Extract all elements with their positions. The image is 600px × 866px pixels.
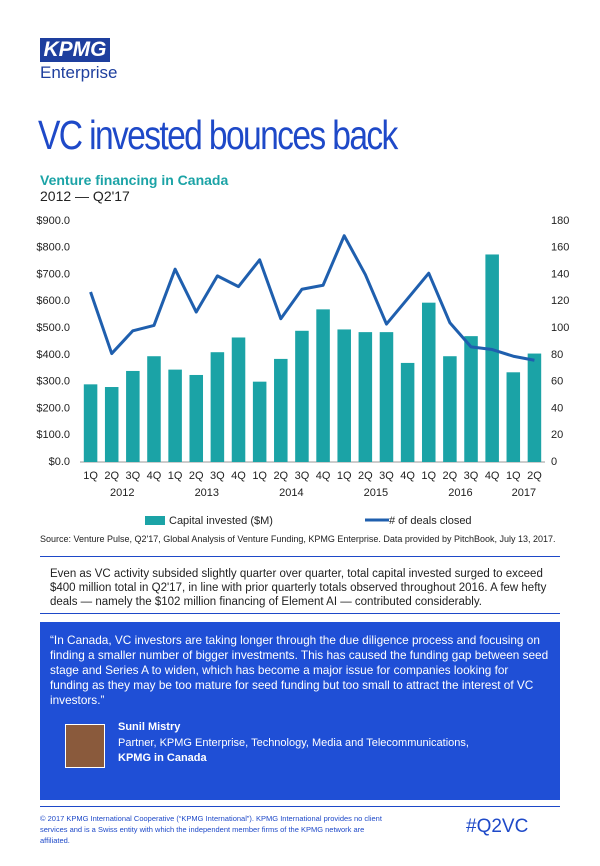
person-role: Partner, KPMG Enterprise, Technology, Me… (118, 737, 469, 749)
y2-tick-label: 180 (551, 215, 569, 227)
bar (379, 332, 394, 462)
x-tick-label: 1Q (252, 470, 267, 482)
bar (443, 356, 457, 462)
bar (316, 309, 330, 462)
divider (40, 613, 560, 614)
y-tick-label: $800.0 (36, 242, 70, 254)
y-tick-label: $600.0 (36, 295, 70, 307)
y-tick-label: $500.0 (36, 322, 70, 334)
y2-tick-label: 0 (551, 456, 557, 468)
y-tick-label: $300.0 (36, 376, 70, 388)
bar (421, 302, 436, 462)
y-tick-label: $100.0 (36, 429, 70, 441)
portrait (65, 724, 105, 768)
divider (40, 806, 560, 807)
x-tick-label: 2Q (527, 470, 542, 482)
y-tick-label: $200.0 (36, 402, 70, 414)
bar (295, 330, 309, 462)
x-tick-label: 3Q (464, 470, 479, 482)
year-label: 2016 (448, 487, 472, 499)
bar (189, 374, 204, 462)
year-label: 2017 (512, 487, 536, 499)
legend-label: # of deals closed (389, 515, 472, 527)
line (89, 234, 535, 362)
bar (485, 254, 499, 462)
x-tick-label: 1Q (168, 470, 183, 482)
legal: © 2017 KPMG International Cooperative (“… (40, 814, 382, 845)
quote-text: “In Canada, VC investors are taking long… (50, 633, 549, 707)
logo: KPMG (40, 38, 110, 62)
bar (126, 370, 140, 462)
x-tick-label: 4Q (231, 470, 246, 482)
x-tick-label: 4Q (316, 470, 331, 482)
x-tick-label: 3Q (125, 470, 140, 482)
x-tick-label: 4Q (147, 470, 162, 482)
x-tick-label: 3Q (295, 470, 310, 482)
bar (337, 329, 351, 462)
year-label: 2013 (195, 487, 219, 499)
bar (252, 381, 267, 462)
x-tick-label: 3Q (210, 470, 225, 482)
x-tick-label: 1Q (83, 470, 98, 482)
x-tick-label: 2Q (189, 470, 204, 482)
bar (147, 356, 161, 462)
x-tick-label: 3Q (379, 470, 394, 482)
divider (40, 556, 560, 557)
bar (210, 352, 225, 462)
bar (231, 337, 246, 462)
y2-tick-label: 40 (551, 402, 563, 414)
year-label: 2015 (364, 487, 388, 499)
x-tick-label: 2Q (104, 470, 119, 482)
page-title: VC invested bounces back (38, 112, 398, 158)
legend-swatch (145, 516, 165, 525)
y2-tick-label: 100 (551, 322, 569, 334)
bar (527, 353, 542, 462)
y2-tick-label: 20 (551, 429, 563, 441)
year-label: 2012 (110, 487, 134, 499)
y-tick-label: $900.0 (36, 215, 70, 227)
hashtag: #Q2VC (466, 816, 529, 837)
body-text: Even as VC activity subsided slightly qu… (50, 568, 547, 608)
bar (104, 387, 119, 462)
y2-tick-label: 60 (551, 376, 563, 388)
bar (464, 336, 478, 462)
chart: $0.0 $100.0 $200.0 $300.0 $400.0 $500.0 $600.0… (36, 215, 569, 527)
x-tick-label: 4Q (485, 470, 500, 482)
person-org: KPMG in Canada (118, 752, 207, 764)
x-tick-label: 4Q (400, 470, 415, 482)
y-tick-label: $0.0 (49, 456, 70, 468)
x-tick-label: 1Q (421, 470, 436, 482)
y2-tick-label: 160 (551, 242, 569, 254)
bar (274, 358, 288, 462)
y2-tick-label: 120 (551, 295, 569, 307)
chart-title: Venture financing in Canada (40, 172, 229, 188)
x-tick-label: 1Q (506, 470, 521, 482)
legend-label: Capital invested ($M) (169, 515, 273, 527)
bar (400, 362, 415, 462)
person-name: Sunil Mistry (118, 721, 181, 733)
y-tick-label: $700.0 (36, 268, 70, 280)
logo-sub: Enterprise (40, 63, 118, 82)
bar (506, 372, 521, 462)
year-label: 2014 (279, 487, 303, 499)
quote-box (40, 622, 560, 800)
bar (83, 384, 98, 462)
y-tick-label: $400.0 (36, 349, 70, 361)
bar (168, 369, 182, 462)
x-tick-label: 2Q (443, 470, 458, 482)
x-tick-label: 1Q (337, 470, 352, 482)
y2-tick-label: 140 (551, 268, 569, 280)
x-tick-label: 2Q (273, 470, 288, 482)
y2-tick-label: 80 (551, 349, 563, 361)
x-tick-label: 2Q (358, 470, 373, 482)
source: Source: Venture Pulse, Q2'17, Global Ana… (40, 534, 556, 544)
chart-subtitle: 2012 — Q2'17 (40, 188, 130, 204)
bar (358, 332, 373, 462)
